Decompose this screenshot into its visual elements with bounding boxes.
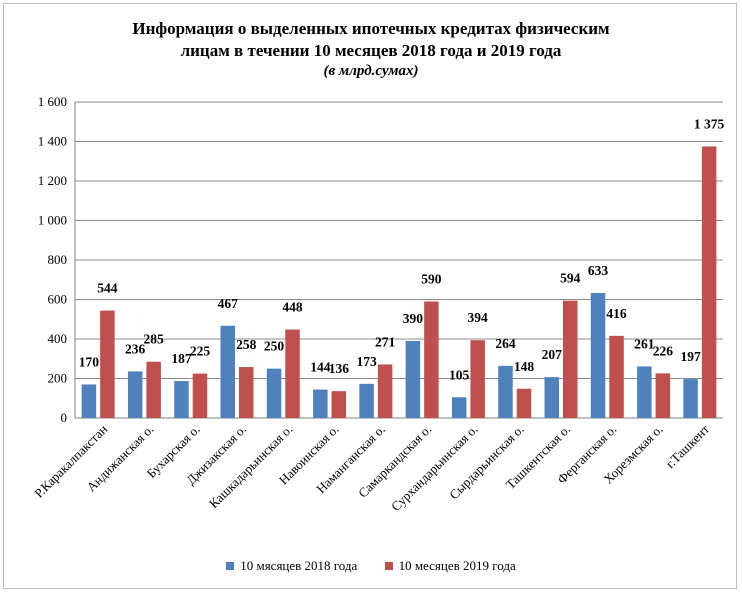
data-label-2018: 250 <box>264 339 285 354</box>
data-label-2019: 271 <box>375 334 396 349</box>
data-label-2018: 173 <box>356 354 377 369</box>
y-tick-label: 600 <box>48 292 68 307</box>
bars <box>81 146 717 418</box>
legend-swatch-2019 <box>384 562 393 571</box>
bar-2019 <box>239 367 254 418</box>
data-label-2018: 236 <box>125 341 146 356</box>
y-axis-ticks: 0 200 400 600 800 1 000 1 200 1 400 1 600 <box>38 94 67 425</box>
bar-2019 <box>192 373 208 418</box>
data-label-2019: 1 375 <box>694 116 725 131</box>
data-label-2019: 394 <box>468 310 489 325</box>
bar-2018 <box>174 381 189 418</box>
bar-2019 <box>331 391 347 418</box>
bar-2018 <box>81 384 97 418</box>
data-label-2019: 416 <box>606 306 627 321</box>
data-label-2019: 148 <box>514 359 535 374</box>
data-label-2019: 258 <box>236 337 257 352</box>
y-tick-label: 1 400 <box>38 134 67 149</box>
bar-2018 <box>637 366 652 418</box>
legend-item-2018: 10 мясяцев 2018 года <box>226 557 357 574</box>
bar-2019 <box>424 301 439 418</box>
bar-2018 <box>544 377 559 418</box>
bar-2018 <box>683 379 698 418</box>
y-tick-label: 0 <box>61 410 68 425</box>
bar-2019 <box>377 364 393 418</box>
legend-item-2019: 10 месяцев 2019 года <box>384 557 516 574</box>
chart-frame <box>3 3 737 589</box>
bar-2018 <box>313 389 328 418</box>
data-label-2018: 633 <box>588 263 609 278</box>
chart-title-line-2: лицам в течении 10 месяцев 2018 года и 2… <box>180 41 562 60</box>
legend: 10 мясяцев 2018 года 10 месяцев 2019 год… <box>0 557 742 574</box>
y-tick-label: 1 600 <box>38 94 67 109</box>
legend-label-2018: 10 мясяцев 2018 года <box>240 558 358 574</box>
data-label-2018: 467 <box>218 296 239 311</box>
x-category-label: Кашкадарьинская о. <box>206 422 295 511</box>
data-label-2019: 285 <box>144 332 165 347</box>
data-label-2018: 197 <box>680 349 701 364</box>
data-label-2019: 448 <box>282 300 303 315</box>
y-tick-label: 1 000 <box>38 213 67 228</box>
bar-2018 <box>220 325 235 418</box>
bar-2018 <box>405 340 421 418</box>
data-label-2019: 136 <box>329 361 350 376</box>
x-category-label: Сурхандарьинская о. <box>388 422 480 514</box>
legend-label-2019: 10 месяцев 2019 года <box>398 558 516 574</box>
y-tick-label: 200 <box>48 371 68 386</box>
data-label-2018: 187 <box>171 351 192 366</box>
bar-2018 <box>359 383 374 418</box>
bar-2019 <box>609 335 624 418</box>
data-label-2018: 261 <box>634 336 655 351</box>
data-label-2019: 590 <box>421 271 442 286</box>
data-label-2019: 544 <box>97 281 118 296</box>
data-label-2018: 170 <box>79 354 100 369</box>
bar-2019 <box>285 329 300 418</box>
bar-2019 <box>563 300 578 418</box>
bar-2019 <box>100 310 115 418</box>
legend-swatch-2018 <box>226 562 235 571</box>
y-tick-label: 400 <box>48 331 68 346</box>
data-label-2018: 264 <box>495 336 516 351</box>
bar-2019 <box>701 146 717 418</box>
gridlines <box>74 101 723 419</box>
bar-2019 <box>146 361 161 418</box>
data-label-2019: 226 <box>653 343 674 358</box>
y-tick-label: 800 <box>48 252 68 267</box>
data-label-2019: 225 <box>190 344 211 359</box>
bar-2018 <box>498 365 513 418</box>
bar-2018 <box>266 368 282 418</box>
bar-2018 <box>590 292 606 418</box>
y-tick-label: 1 200 <box>38 173 67 188</box>
chart-subtitle: (в млрд.сумах) <box>323 63 419 79</box>
chart-title-line-1: Информация о выделенных ипотечных кредит… <box>132 19 610 38</box>
bar-2019 <box>655 373 671 418</box>
data-label-2018: 144 <box>310 360 331 375</box>
bar-2018 <box>127 371 143 418</box>
data-label-2019: 594 <box>560 271 581 286</box>
data-label-2018: 390 <box>403 311 424 326</box>
bar-2018 <box>451 397 467 418</box>
x-category-label: г.Ташкент <box>663 421 713 471</box>
data-label-2018: 207 <box>542 347 563 362</box>
bar-2019 <box>470 340 485 418</box>
data-label-2018: 105 <box>449 367 470 382</box>
bar-2019 <box>516 388 532 418</box>
